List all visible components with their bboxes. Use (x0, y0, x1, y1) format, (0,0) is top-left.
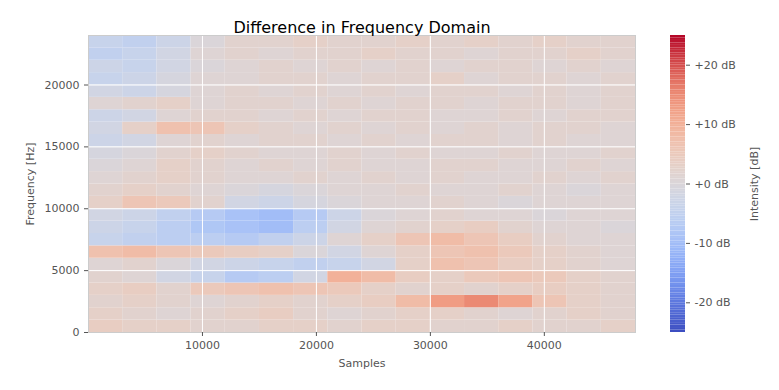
svg-text:15000: 15000 (45, 140, 80, 153)
svg-text:Frequency [Hz]: Frequency [Hz] (24, 143, 37, 226)
svg-text:10000: 10000 (185, 339, 220, 352)
svg-text:30000: 30000 (413, 339, 448, 352)
svg-text:20000: 20000 (299, 339, 334, 352)
svg-text:5000: 5000 (52, 264, 80, 277)
svg-text:10000: 10000 (45, 202, 80, 215)
svg-text:Difference in Frequency Domain: Difference in Frequency Domain (233, 18, 490, 37)
svg-text:+10 dB: +10 dB (695, 118, 736, 131)
svg-text:+20 dB: +20 dB (695, 59, 736, 72)
svg-text:-20 dB: -20 dB (695, 296, 731, 309)
svg-text:-10 dB: -10 dB (695, 237, 731, 250)
svg-text:Intensity [dB]: Intensity [dB] (748, 147, 761, 222)
svg-text:20000: 20000 (45, 79, 80, 92)
svg-text:Samples: Samples (339, 357, 386, 370)
svg-text:40000: 40000 (527, 339, 562, 352)
svg-text:0: 0 (73, 326, 80, 339)
svg-text:+0 dB: +0 dB (695, 178, 729, 191)
